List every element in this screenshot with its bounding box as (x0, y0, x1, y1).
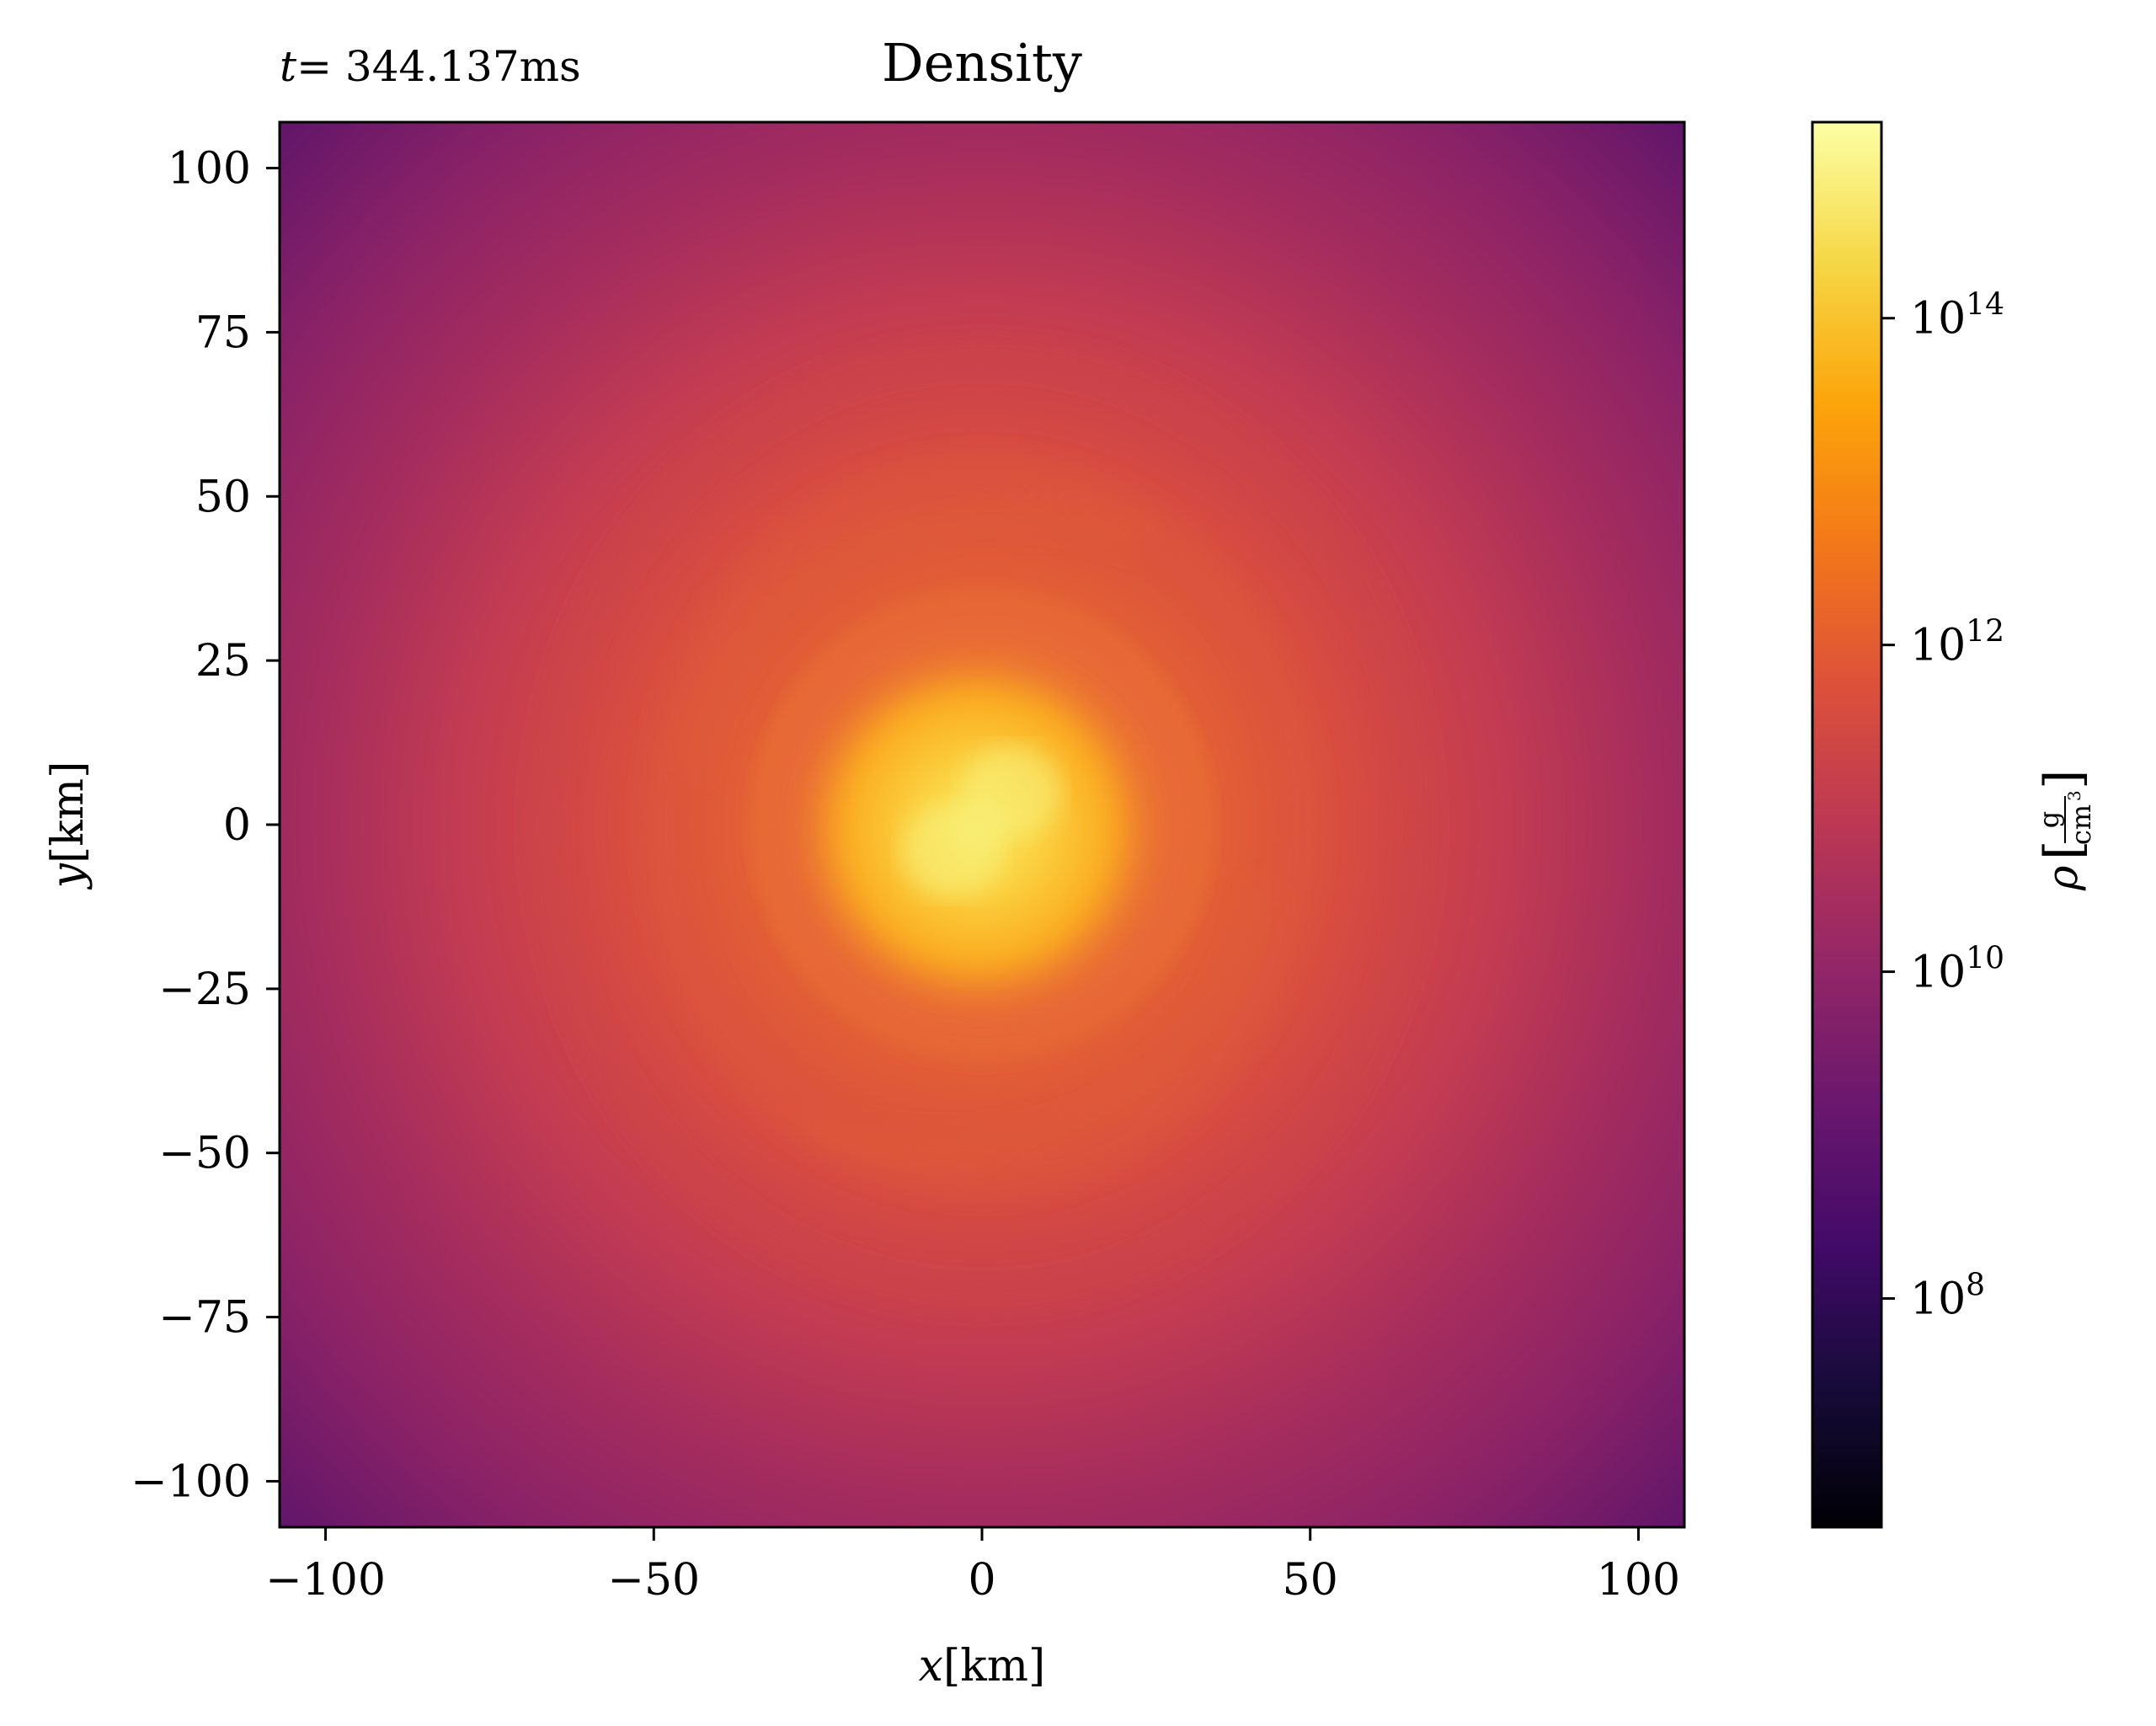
x-tick-label: 0 (968, 1555, 995, 1606)
y-axis: 100 75 50 25 0 −25 −50 −75 −100 (131, 144, 280, 1507)
svg-text:cm: cm (2065, 804, 2097, 845)
colorbar (1811, 120, 1883, 1529)
x-axis: −100 −50 0 50 100 (265, 1527, 1680, 1606)
x-tick-label: 50 (1283, 1555, 1338, 1606)
svg-text:[: [ (2034, 841, 2093, 860)
x-tick-label: −50 (607, 1555, 700, 1606)
chart-title: Density (882, 32, 1082, 94)
time-label: t= 344.137ms (280, 42, 581, 91)
svg-text:]: ] (2034, 770, 2093, 789)
y-tick-label: 75 (195, 307, 251, 358)
y-tick-label: −100 (131, 1456, 251, 1507)
colorbar-axis: 108 1010 1012 1014 (1881, 288, 2004, 1324)
x-tick-label: −100 (265, 1555, 386, 1606)
y-tick-label: −50 (158, 1129, 251, 1179)
heatmap-area (280, 122, 1684, 1527)
svg-text:ρ: ρ (2038, 865, 2087, 891)
y-axis-label: y[km] (43, 761, 93, 890)
y-tick-label: −25 (158, 965, 251, 1015)
colorbar-tick-label: 108 (1910, 1268, 1985, 1324)
y-tick-label: 25 (195, 636, 251, 687)
svg-text:g: g (2033, 811, 2065, 828)
y-tick-label: 0 (223, 800, 251, 851)
colorbar-label: ρ [ g cm 3 ] (2033, 770, 2097, 891)
x-tick-label: 100 (1597, 1555, 1680, 1606)
colorbar-tick-label: 1012 (1910, 615, 2004, 671)
y-tick-label: 100 (168, 144, 251, 195)
x-axis-label: x[km] (919, 1641, 1046, 1691)
colorbar-tick-label: 1010 (1910, 942, 2004, 998)
y-tick-label: 50 (195, 472, 251, 522)
colorbar-tick-label: 1014 (1910, 288, 2004, 345)
y-tick-label: −75 (158, 1293, 251, 1344)
svg-text:3: 3 (2064, 790, 2084, 801)
